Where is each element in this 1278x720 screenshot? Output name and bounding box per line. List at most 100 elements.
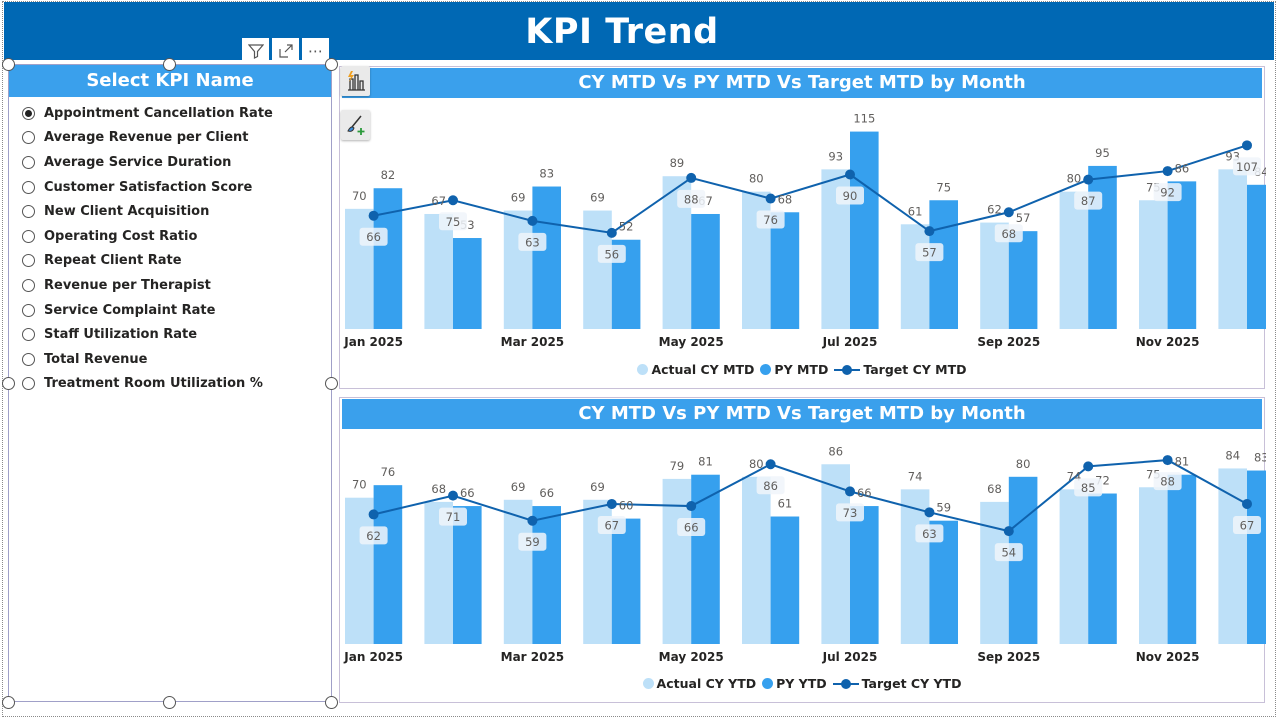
resize-handle[interactable] (163, 58, 176, 71)
data-label-target: 56 (604, 247, 619, 261)
resize-handle[interactable] (325, 377, 338, 390)
legend-item[interactable]: Target CY MTD (834, 362, 967, 377)
slicer-item[interactable]: Customer Satisfaction Score (9, 175, 331, 200)
data-label-box (359, 526, 388, 545)
slicer-item[interactable]: Revenue per Therapist (9, 273, 331, 298)
data-label-actual: 79 (670, 459, 685, 473)
slicer-item[interactable]: New Client Acquisition (9, 199, 331, 224)
data-label-actual: 84 (1225, 448, 1240, 462)
format-brush-icon[interactable] (341, 110, 370, 140)
resize-handle[interactable] (325, 58, 338, 71)
slicer-item[interactable]: Average Service Duration (9, 150, 331, 175)
data-label-target: 62 (366, 529, 381, 543)
data-label-actual: 80 (749, 457, 764, 471)
slicer-item[interactable]: Operating Cost Ratio (9, 224, 331, 249)
legend-label: PY YTD (776, 676, 827, 691)
radio-button[interactable] (22, 155, 35, 169)
chart-plot: 7082666753756983636952568967888068769311… (343, 112, 1266, 349)
slicer-item-label: Average Revenue per Client (44, 130, 249, 146)
radio-button[interactable] (22, 205, 35, 219)
legend-dot-icon (762, 678, 774, 689)
legend-item[interactable]: Actual CY MTD (637, 362, 754, 377)
slicer-item[interactable]: Appointment Cancellation Rate (9, 101, 331, 126)
data-label-py: 82 (381, 168, 396, 182)
target-point (606, 498, 617, 509)
data-label-box (597, 515, 626, 534)
legend-item[interactable]: Target CY YTD (832, 676, 961, 691)
data-label-py: 57 (1016, 211, 1031, 225)
bar-actual (900, 224, 930, 329)
slicer-item[interactable]: Average Revenue per Client (9, 126, 331, 151)
legend-line-icon (834, 364, 861, 375)
slicer-item[interactable]: Total Revenue (9, 347, 331, 372)
target-point (1162, 455, 1173, 466)
target-point (1083, 174, 1094, 185)
resize-handle[interactable] (2, 696, 15, 709)
data-label-target: 107 (1236, 160, 1258, 174)
bar-py (373, 188, 403, 329)
data-label-target: 59 (525, 535, 540, 549)
radio-button[interactable] (22, 131, 35, 145)
legend-label: Target CY MTD (863, 362, 967, 377)
slicer-item-label: Treatment Room Utilization % (44, 376, 263, 392)
resize-handle[interactable] (2, 58, 15, 71)
resize-handle[interactable] (325, 696, 338, 709)
focus-mode-icon[interactable] (272, 38, 299, 64)
radio-button[interactable] (22, 328, 35, 342)
radio-button[interactable] (22, 180, 35, 194)
radio-button[interactable] (22, 352, 35, 366)
legend-item[interactable]: PY YTD (762, 676, 827, 691)
bar-actual (345, 497, 374, 644)
data-label-py: 52 (619, 220, 634, 234)
data-label-target: 57 (922, 246, 937, 260)
resize-handle[interactable] (163, 696, 176, 709)
bar-py (770, 516, 800, 644)
target-line (373, 459, 1248, 533)
slicer-item[interactable]: Treatment Room Utilization % (9, 372, 331, 397)
data-label-py: 83 (1254, 451, 1266, 465)
bar-py (611, 518, 641, 644)
legend-item[interactable]: Actual CY YTD (642, 676, 756, 691)
slicer-item-label: New Client Acquisition (44, 204, 210, 220)
bar-py (1247, 470, 1266, 644)
legend-item[interactable]: PY MTD (760, 362, 828, 377)
data-label-actual: 80 (749, 172, 764, 186)
radio-button[interactable] (22, 106, 35, 120)
bar-py (532, 186, 561, 329)
target-point (686, 172, 697, 183)
x-tick-label: Mar 2025 (501, 335, 565, 349)
slicer-item-label: Operating Cost Ratio (44, 228, 198, 244)
slicer-item[interactable]: Staff Utilization Rate (9, 322, 331, 347)
data-label-box (1074, 191, 1103, 210)
target-point (686, 501, 697, 512)
target-point (1003, 526, 1014, 537)
resize-handle[interactable] (2, 377, 15, 390)
slicer-item[interactable]: Service Complaint Rate (9, 298, 331, 323)
radio-button[interactable] (22, 229, 35, 243)
data-label-box (518, 232, 547, 251)
filter-icon[interactable] (242, 38, 269, 64)
radio-button[interactable] (22, 278, 35, 292)
bar-py (691, 213, 720, 329)
data-label-target: 68 (1001, 227, 1016, 241)
data-label-py: 75 (936, 180, 951, 194)
radio-button[interactable] (22, 254, 35, 268)
more-options-icon[interactable]: ⋯ (302, 38, 329, 64)
chart-title: CY MTD Vs PY MTD Vs Target MTD by Month (342, 68, 1262, 98)
legend-line-icon (832, 678, 859, 689)
slicer-item-label: Average Service Duration (44, 154, 232, 170)
bar-py (1167, 181, 1197, 329)
data-label-target: 92 (1160, 186, 1175, 200)
data-label-actual: 61 (908, 204, 923, 218)
data-label-actual: 93 (828, 149, 843, 163)
x-tick-label: Nov 2025 (1136, 650, 1200, 664)
slicer-item-label: Staff Utilization Rate (44, 327, 198, 343)
radio-button[interactable] (22, 377, 35, 391)
slicer-list: Appointment Cancellation Rate Average Rev… (9, 97, 331, 396)
data-label-target: 67 (604, 518, 619, 532)
radio-button[interactable] (22, 303, 35, 317)
slicer-item[interactable]: Repeat Client Rate (9, 249, 331, 274)
smart-narrative-chart-icon[interactable] (341, 66, 370, 96)
data-label-actual: 68 (987, 482, 1002, 496)
data-label-target: 73 (843, 506, 858, 520)
